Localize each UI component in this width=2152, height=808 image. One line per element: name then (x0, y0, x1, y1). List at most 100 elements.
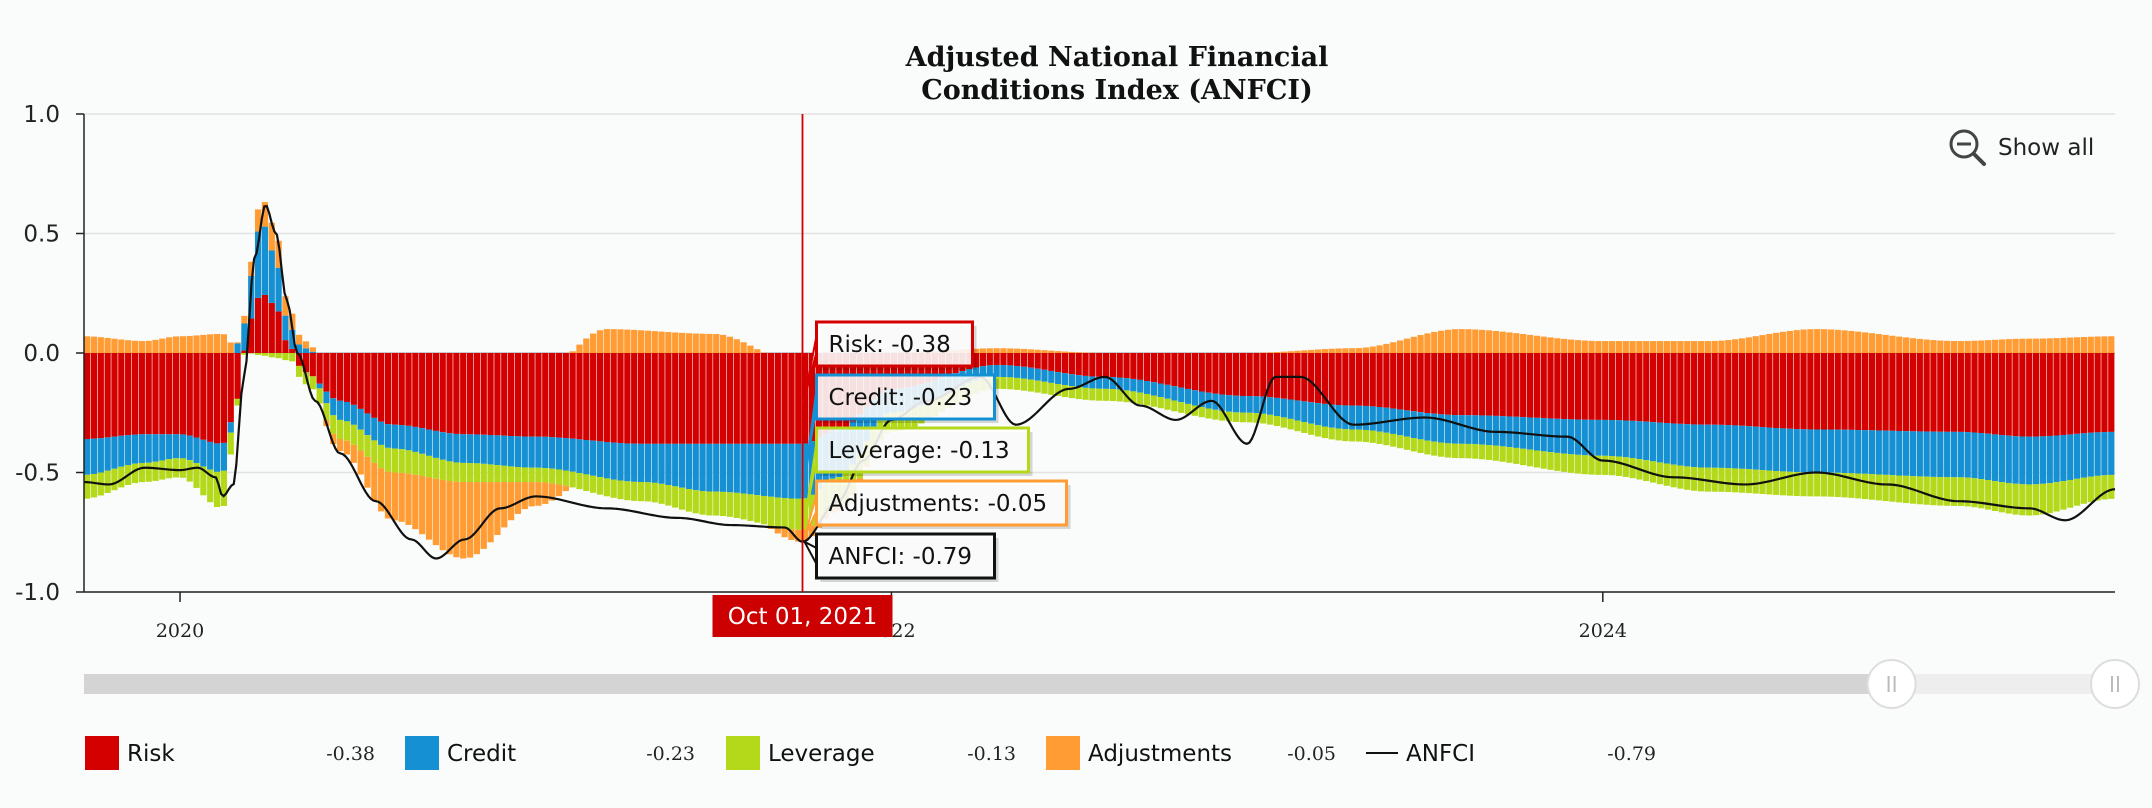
bar-credit (1383, 407, 1390, 433)
bar-leverage (1998, 482, 2005, 513)
bar-adjustments (2046, 338, 2053, 353)
bar-adjustments (665, 332, 672, 353)
bar-leverage (1526, 449, 1534, 467)
bar-risk (152, 353, 159, 435)
bar-risk (1903, 353, 1910, 432)
bar-risk (596, 353, 604, 442)
bar-leverage (1752, 469, 1759, 494)
bar-credit (774, 443, 781, 498)
legend-item-adjustments[interactable]: Adjustments -0.05 (1046, 736, 1336, 770)
bar-risk (795, 353, 802, 444)
bar-leverage (1157, 397, 1164, 409)
bar-risk (644, 353, 651, 444)
bar-risk (1499, 353, 1506, 417)
bar-credit (425, 429, 433, 456)
bar-adjustments (1061, 351, 1069, 353)
bar-risk (480, 353, 487, 435)
bar-risk (1000, 353, 1007, 366)
bar-leverage (603, 478, 610, 497)
bar-risk (672, 353, 679, 444)
bar-risk (617, 353, 624, 444)
bar-credit (166, 434, 173, 460)
bar-risk (1424, 353, 1431, 413)
bar-adjustments (193, 335, 200, 353)
bar-adjustments (330, 433, 337, 445)
bar-credit (1868, 430, 1876, 475)
bar-risk (1711, 353, 1718, 425)
navigator-left-handle[interactable] (1866, 659, 1917, 709)
bar-adjustments (111, 338, 118, 353)
legend-item-anfci[interactable]: ANFCI -0.79 (1366, 741, 1656, 767)
bar-risk (343, 353, 351, 402)
bar-risk (911, 353, 918, 386)
cursor-date-label: Oct 01, 2021 (712, 595, 893, 637)
bar-risk (1198, 353, 1205, 392)
bar-credit (453, 433, 460, 463)
bar-risk (213, 353, 221, 444)
bar-credit (1759, 427, 1766, 471)
legend-item-risk[interactable]: Risk -0.38 (85, 736, 375, 770)
bar-credit (1704, 424, 1711, 468)
bar-credit (1944, 431, 1951, 478)
legend-value: -0.13 (967, 743, 1016, 765)
bar-credit (254, 231, 262, 298)
bar-risk (466, 353, 474, 435)
bar-credit (658, 443, 665, 484)
bar-leverage (795, 498, 802, 530)
bar-leverage (371, 440, 378, 463)
bar-risk (1670, 353, 1677, 424)
bar-credit (1909, 431, 1917, 477)
bar-leverage (1451, 443, 1458, 459)
bar-credit (145, 434, 152, 463)
bar-leverage (227, 432, 234, 455)
bar-leverage (542, 468, 549, 483)
bar-risk (726, 353, 734, 444)
bar-leverage (2026, 484, 2033, 516)
bar-leverage (665, 485, 672, 506)
bar-leverage (1882, 474, 1889, 502)
show-all-button[interactable]: Show all (1949, 129, 2094, 166)
bar-credit (1923, 431, 1930, 477)
y-tick-label: -1.0 (15, 580, 60, 606)
bar-credit (2026, 436, 2033, 485)
tooltip-label: Risk: -0.38 (828, 332, 950, 358)
bar-risk (371, 353, 378, 418)
bar-adjustments (774, 527, 781, 534)
bar-leverage (1239, 412, 1246, 423)
bar-adjustments (118, 339, 125, 353)
legend-item-leverage[interactable]: Leverage -0.13 (726, 736, 1016, 770)
bar-adjustments (1328, 348, 1335, 353)
bar-risk (521, 353, 528, 437)
bar-risk (473, 353, 481, 435)
bar-leverage (1376, 431, 1383, 444)
bar-credit (384, 424, 392, 448)
bar-leverage (1834, 472, 1841, 497)
navigator-selected-range[interactable] (1891, 674, 2115, 694)
legend-item-credit[interactable]: Credit -0.23 (405, 736, 695, 770)
bar-credit (1861, 430, 1869, 474)
bar-adjustments (405, 473, 412, 525)
range-navigator[interactable] (84, 659, 2140, 709)
bar-credit (1164, 384, 1171, 399)
bar-credit (207, 441, 214, 470)
bar-adjustments (172, 336, 180, 353)
legend-value: -0.05 (1287, 743, 1336, 765)
navigator-right-handle[interactable] (2090, 659, 2140, 709)
bar-leverage (350, 424, 357, 445)
bar-leverage (1773, 471, 1780, 495)
bar-leverage (1615, 456, 1623, 476)
bar-adjustments (357, 450, 364, 475)
bar-risk (1308, 353, 1315, 403)
bar-leverage (1937, 477, 1944, 506)
bar-adjustments (1820, 329, 1828, 353)
bar-risk (1191, 353, 1199, 391)
bar-leverage (1540, 451, 1547, 469)
bar-risk (1622, 353, 1629, 421)
bar-risk (2032, 353, 2040, 437)
bar-credit (2094, 432, 2101, 476)
bar-credit (1916, 431, 1923, 477)
bar-credit (767, 443, 775, 497)
bar-risk (1745, 353, 1752, 427)
bar-credit (391, 424, 398, 449)
bar-adjustments (1020, 348, 1028, 353)
